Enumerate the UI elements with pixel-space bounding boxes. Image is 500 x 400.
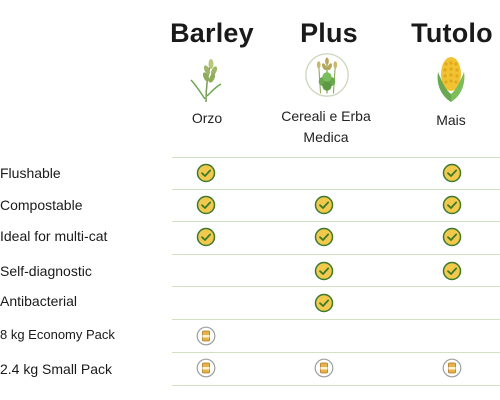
check-icon xyxy=(196,163,216,183)
row-divider xyxy=(172,157,500,158)
corn-cob-icon xyxy=(437,57,465,102)
check-icon xyxy=(442,227,462,247)
row-divider xyxy=(172,385,500,386)
product-subtitle: Cereali e Erba xyxy=(281,108,371,124)
row-label-economy-pack: 8 kg Economy Pack xyxy=(0,327,115,342)
pack-icon xyxy=(314,358,334,378)
row-label-multi-cat: Ideal for multi-cat xyxy=(0,228,108,244)
product-subtitle-line-2: Medica xyxy=(303,129,349,145)
check-icon xyxy=(314,293,334,313)
row-divider xyxy=(172,286,500,287)
row-divider xyxy=(172,352,500,353)
row-label-small-pack: 2.4 kg Small Pack xyxy=(0,361,113,377)
check-icon xyxy=(442,163,462,183)
product-name: Tutolo xyxy=(411,18,493,48)
row-label-antibacterial: Antibacterial xyxy=(0,293,78,309)
pack-icon xyxy=(196,326,216,346)
product-name: Plus xyxy=(300,18,358,48)
row-label-self-diagnostic: Self-diagnostic xyxy=(0,263,92,279)
cereal-clover-icon xyxy=(305,53,349,97)
pack-icon xyxy=(442,358,462,378)
check-icon xyxy=(314,195,334,215)
check-icon xyxy=(196,195,216,215)
product-subtitle: Orzo xyxy=(191,110,223,126)
check-icon xyxy=(442,195,462,215)
check-icon xyxy=(314,227,334,247)
row-divider xyxy=(172,319,500,320)
pack-icon xyxy=(196,358,216,378)
barley-sprig-icon xyxy=(190,59,222,103)
check-icon xyxy=(314,261,334,281)
row-label-flushable: Flushable xyxy=(0,165,61,181)
product-name: Barley xyxy=(170,18,254,48)
check-icon xyxy=(196,227,216,247)
row-divider xyxy=(172,254,500,255)
row-label-compostable: Compostable xyxy=(0,197,83,213)
product-subtitle: Mais xyxy=(436,112,466,128)
check-icon xyxy=(442,261,462,281)
row-divider xyxy=(172,221,500,222)
row-divider xyxy=(172,189,500,190)
